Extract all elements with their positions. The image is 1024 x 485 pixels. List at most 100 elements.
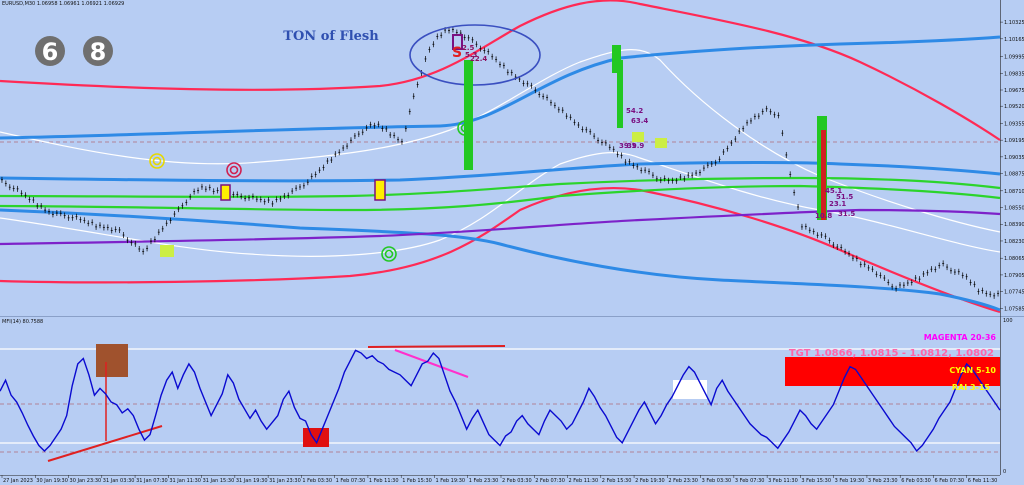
time-tick-label: 31 Jan 23:30 xyxy=(269,478,301,484)
price-tick-label: 1.09355 xyxy=(1004,121,1024,127)
sell-letter: S xyxy=(452,45,462,61)
sell-value: 31.5 xyxy=(838,210,855,218)
time-tick-label: 31 Jan 03:30 xyxy=(103,478,135,484)
sell-value: 2.5 xyxy=(462,44,475,52)
time-tick-label: 2 Feb 11:30 xyxy=(569,478,599,484)
sell-value: 45.1 xyxy=(825,187,842,195)
marker-box xyxy=(452,34,463,50)
time-tick-label: 31 Jan 15:30 xyxy=(203,478,235,484)
green-signal-bar xyxy=(617,60,623,128)
sell-value: 10.8 xyxy=(815,212,832,220)
price-ticks: 1.10325 1.10165 1.09995 1.09835 1.09675 1.095… xyxy=(1000,20,1024,312)
legend-target: TGT 1.0866, 1.0815 - 1.0812, 1.0802 xyxy=(789,348,994,359)
chart-title: TON of Flesh xyxy=(283,29,379,44)
time-tick-label: 1 Feb 19:30 xyxy=(435,478,465,484)
target-icon xyxy=(149,153,165,169)
time-tick-label: 27 Jan 2023 xyxy=(3,478,33,484)
time-tick-label: 31 Jan 19:30 xyxy=(236,478,268,484)
price-tick-label: 1.08710 xyxy=(1004,189,1024,195)
price-panel xyxy=(0,0,1000,316)
price-tick-label: 1.07745 xyxy=(1004,290,1024,296)
time-tick-label: 3 Feb 03:30 xyxy=(702,478,732,484)
time-tick-label: 31 Jan 11:30 xyxy=(169,478,201,484)
time-tick-label: 1 Feb 11:30 xyxy=(369,478,399,484)
price-tick-label: 1.08550 xyxy=(1004,206,1024,212)
signal-bars xyxy=(464,45,827,220)
time-tick-label: 3 Feb 15:30 xyxy=(801,478,831,484)
price-tick-label: 1.07905 xyxy=(1004,273,1024,279)
time-tick-label: 6 Feb 03:30 xyxy=(901,478,931,484)
target-icon xyxy=(457,120,473,136)
time-tick-label: 6 Feb 11:30 xyxy=(968,478,998,484)
badge-group: 6 8 xyxy=(35,36,113,66)
time-tick-label: 3 Feb 07:30 xyxy=(735,478,765,484)
sell-annotation-1: S 2.5 5.3 22.4 xyxy=(452,34,487,63)
badge-1: 6 xyxy=(42,38,59,66)
time-tick-label: 2 Feb 03:30 xyxy=(502,478,532,484)
badge-2: 8 xyxy=(90,38,107,66)
sell-value: 51.5 xyxy=(836,193,853,201)
trend-line xyxy=(47,425,163,462)
green-signal-bar xyxy=(612,45,621,73)
price-tick-label: 1.08065 xyxy=(1004,256,1024,262)
blue-ma-mid xyxy=(0,161,1001,183)
sell-value: 39.1 xyxy=(619,142,636,150)
badge-circle xyxy=(83,36,113,66)
mfi-line xyxy=(0,349,1001,453)
time-tick-label: 2 Feb 07:30 xyxy=(535,478,565,484)
sell-value: 5.3 xyxy=(465,51,478,59)
sell-annotation-2: 54.2 63.4 39.1 39.9 xyxy=(619,107,648,150)
time-tick-label: 30 Jan 23:30 xyxy=(70,478,102,484)
yellow-marker xyxy=(220,184,231,201)
yellow-marker xyxy=(374,179,386,201)
time-tick-label: 2 Feb 19:30 xyxy=(635,478,665,484)
time-tick-label: 2 Feb 15:30 xyxy=(602,478,632,484)
price-tick-label: 1.08390 xyxy=(1004,222,1024,228)
time-tick-label: 30 Jan 19:30 xyxy=(36,478,68,484)
yellow-marker xyxy=(655,138,667,148)
legend-cyan: CYAN 5-10 xyxy=(949,366,996,375)
legend-magenta: MAGENTA 20-36 xyxy=(924,333,997,342)
time-tick-label: 2 Feb 23:30 xyxy=(668,478,698,484)
time-tick-label: 6 Feb 07:30 xyxy=(934,478,964,484)
sell-value: 39.9 xyxy=(627,142,644,150)
mfi-tick-top: 100 xyxy=(1003,318,1013,324)
red-signal-bar xyxy=(821,130,826,220)
legend-red-box xyxy=(785,357,1000,386)
mfi-series-line xyxy=(0,349,1001,453)
time-tick-label: 1 Feb 15:30 xyxy=(402,478,432,484)
badge-circle xyxy=(35,36,65,66)
purple-ma xyxy=(0,208,1001,246)
time-tick-label: 31 Jan 07:30 xyxy=(136,478,168,484)
price-tick-label: 1.09195 xyxy=(1004,138,1024,144)
time-tick-label: 3 Feb 11:30 xyxy=(768,478,798,484)
marker-icons xyxy=(149,120,667,262)
green-ma-2 xyxy=(0,184,1001,212)
yellow-marker xyxy=(160,245,174,257)
symbol-header: EURUSD,M30 1.06958 1.06961 1.06921 1.069… xyxy=(2,1,124,7)
price-tick-label: 1.09035 xyxy=(1004,155,1024,161)
indicator-bands xyxy=(0,0,1001,314)
green-ma-1 xyxy=(0,176,1001,198)
blue-ma-lower xyxy=(0,208,1001,312)
price-tick-label: 1.09995 xyxy=(1004,55,1024,61)
mfi-panel xyxy=(0,317,1000,475)
sell-value: 22.4 xyxy=(470,55,487,63)
red-band-upper xyxy=(0,0,1001,141)
price-tick-label: 1.08875 xyxy=(1004,172,1024,178)
mfi-label: MFI(14) 80.7588 xyxy=(2,319,43,325)
price-tick-label: 1.09835 xyxy=(1004,71,1024,77)
sell-value: 63.4 xyxy=(631,117,648,125)
brown-box xyxy=(96,344,128,377)
legend-rai: RAI 3-15 xyxy=(952,383,991,392)
time-tick-label: 3 Feb 19:30 xyxy=(835,478,865,484)
target-icon xyxy=(381,246,397,262)
sell-value: 54.2 xyxy=(626,107,643,115)
price-tick-label: 1.09675 xyxy=(1004,88,1024,94)
time-tick-label: 1 Feb 03:30 xyxy=(302,478,332,484)
time-tick-label: 1 Feb 23:30 xyxy=(469,478,499,484)
highlight-ellipse xyxy=(409,24,541,86)
price-tick-label: 1.10325 xyxy=(1004,20,1024,26)
price-tick-label: 1.10165 xyxy=(1004,37,1024,43)
